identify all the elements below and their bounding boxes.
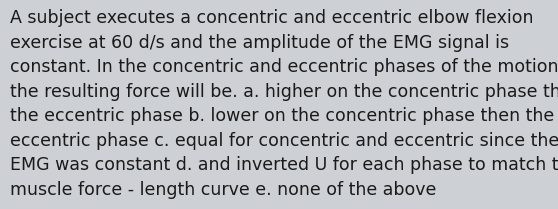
- Text: exercise at 60 d/s and the amplitude of the EMG signal is: exercise at 60 d/s and the amplitude of …: [10, 34, 509, 52]
- Text: constant. In the concentric and eccentric phases of the motion: constant. In the concentric and eccentri…: [10, 58, 558, 76]
- Text: muscle force - length curve e. none of the above: muscle force - length curve e. none of t…: [10, 181, 436, 199]
- Text: A subject executes a concentric and eccentric elbow flexion: A subject executes a concentric and ecce…: [10, 9, 533, 27]
- Text: the resulting force will be. a. higher on the concentric phase then: the resulting force will be. a. higher o…: [10, 83, 558, 101]
- Text: EMG was constant d. and inverted U for each phase to match the: EMG was constant d. and inverted U for e…: [10, 156, 558, 174]
- Text: eccentric phase c. equal for concentric and eccentric since the: eccentric phase c. equal for concentric …: [10, 132, 558, 150]
- Text: the eccentric phase b. lower on the concentric phase then the: the eccentric phase b. lower on the conc…: [10, 107, 554, 125]
